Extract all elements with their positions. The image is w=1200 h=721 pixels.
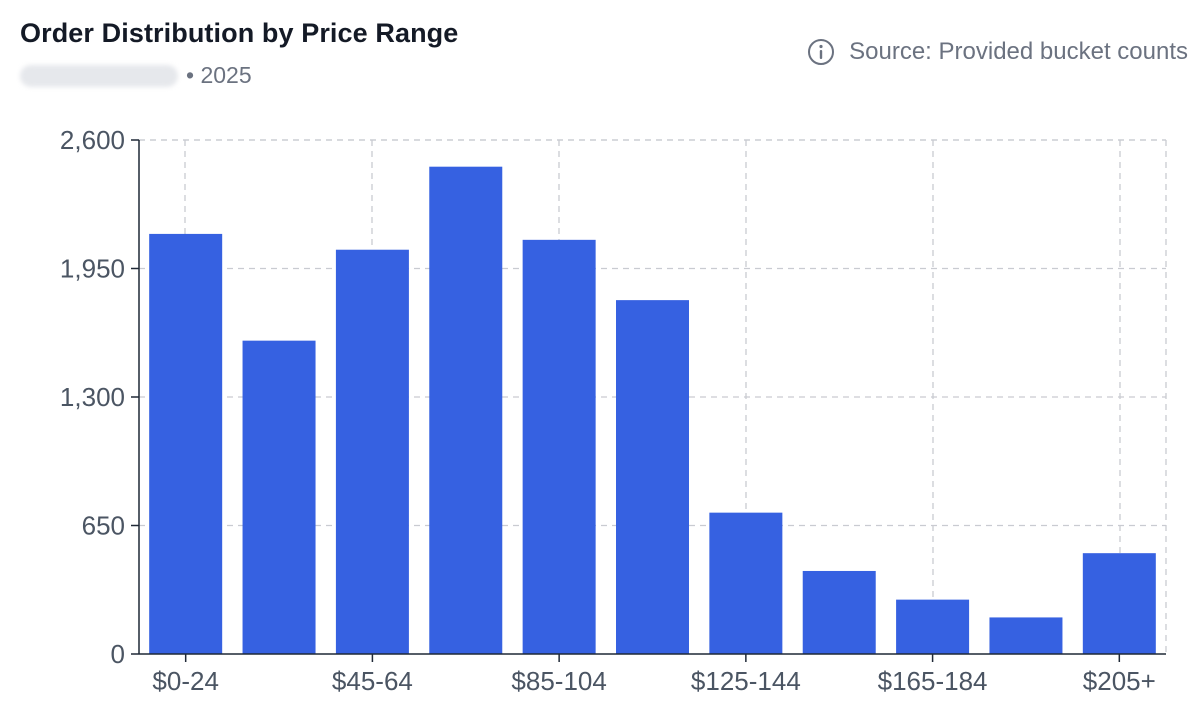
bar[interactable]	[1082, 553, 1156, 654]
bar[interactable]	[522, 239, 596, 655]
bars	[149, 166, 1156, 655]
bar[interactable]	[429, 166, 503, 654]
x-tick-label: $165-184	[878, 666, 988, 696]
bar[interactable]	[335, 249, 409, 654]
bar[interactable]	[149, 233, 223, 654]
bar[interactable]	[989, 617, 1063, 654]
x-tick-label: $205+	[1083, 666, 1156, 696]
info-circle-icon[interactable]	[807, 38, 835, 66]
subtitle-year: • 2025	[186, 62, 252, 88]
y-tick-label: 0	[111, 639, 125, 669]
y-tick-label: 1,300	[60, 382, 125, 412]
y-tick-label: 2,600	[60, 125, 125, 155]
axes	[131, 139, 1166, 662]
x-tick-label: $125-144	[691, 666, 801, 696]
bar[interactable]	[709, 512, 783, 654]
redacted-text	[20, 64, 178, 87]
bar[interactable]	[242, 340, 316, 654]
bar[interactable]	[896, 599, 970, 654]
source-text: Source: Provided bucket counts	[849, 38, 1188, 65]
y-axis-tick-labels: 0 650 1,300 1,950 2,600	[60, 125, 125, 669]
source-note: Source: Provided bucket counts	[807, 38, 1188, 66]
x-tick-label: $85-104	[511, 666, 606, 696]
x-tick-label: $0-24	[152, 666, 219, 696]
y-tick-label: 1,950	[60, 254, 125, 284]
chart-title: Order Distribution by Price Range	[20, 18, 459, 48]
x-tick-label: $45-64	[332, 666, 413, 696]
y-tick-label: 650	[82, 511, 125, 541]
bar[interactable]	[802, 570, 876, 654]
bar[interactable]	[616, 300, 689, 654]
x-axis-tick-labels: $0-24 $45-64 $85-104 $125-144 $165-184 $205+	[152, 666, 1155, 696]
chart-subtitle: • 2025	[20, 62, 252, 89]
